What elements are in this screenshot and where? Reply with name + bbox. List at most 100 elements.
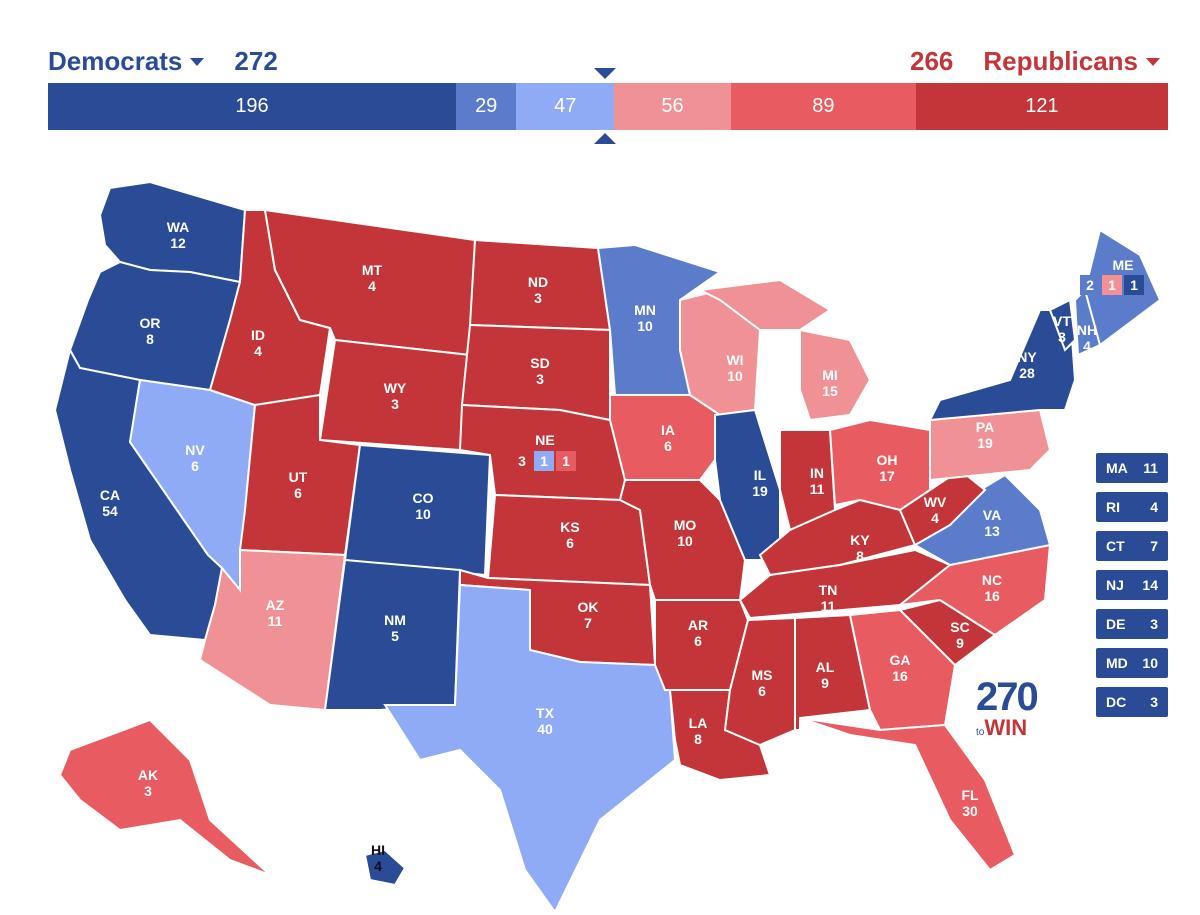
small-state-ev: 4: [1150, 499, 1158, 515]
small-state-ev: 3: [1150, 694, 1158, 710]
bar-segment-lean-dem[interactable]: 47: [516, 83, 615, 130]
state-label-ga: GA: [890, 652, 911, 668]
bar-segment-likely-dem[interactable]: 29: [456, 83, 517, 130]
bar-segment-lean-rep[interactable]: 56: [614, 83, 731, 130]
small-state-ev: 10: [1142, 655, 1158, 671]
state-ev-mn: 10: [637, 318, 653, 334]
state-label-mi: MI: [822, 367, 838, 383]
small-state-abbr: MD: [1106, 655, 1128, 671]
state-ev-mo: 10: [677, 533, 693, 549]
state-label-nh: NH: [1077, 322, 1097, 338]
democrats-label[interactable]: Democrats: [48, 46, 183, 76]
state-label-ky: KY: [850, 532, 870, 548]
state-mi[interactable]: [799, 328, 872, 422]
me-split-value[interactable]: 2: [1080, 275, 1100, 295]
state-label-ms: MS: [752, 667, 773, 683]
270-marker-bottom-icon: [594, 133, 616, 144]
state-fl[interactable]: [799, 717, 1017, 872]
state-label-nv: NV: [185, 442, 205, 458]
state-label-co: CO: [413, 490, 434, 506]
state-label-wy: WY: [384, 380, 407, 396]
bar-segment-safe-rep[interactable]: 121: [916, 83, 1168, 130]
state-label-ut: UT: [289, 469, 308, 485]
state-label-nd: ND: [528, 274, 548, 290]
me-split-value[interactable]: 1: [1102, 275, 1122, 295]
state-vt[interactable]: [1048, 298, 1077, 352]
state-label-tn: TN: [819, 582, 838, 598]
state-label-me: ME: [1113, 257, 1134, 273]
state-ak[interactable]: [58, 718, 271, 876]
small-state-dc[interactable]: DC 3: [1096, 687, 1168, 717]
state-ny[interactable]: [928, 309, 1077, 422]
state-label-ca: CA: [100, 487, 120, 503]
state-az[interactable]: [198, 548, 347, 712]
state-label-ar: AR: [688, 617, 708, 633]
ne-split-value[interactable]: 1: [556, 451, 576, 471]
state-ev-il: 19: [752, 483, 768, 499]
me-split-value[interactable]: 1: [1124, 275, 1144, 295]
state-label-la: LA: [689, 715, 708, 731]
small-state-abbr: CT: [1106, 538, 1125, 554]
republicans-label[interactable]: Republicans: [983, 46, 1138, 76]
me-split[interactable]: 2 1 1: [1080, 275, 1146, 295]
state-label-or: OR: [140, 315, 161, 331]
state-label-tx: TX: [536, 705, 555, 721]
small-state-md[interactable]: MD 10: [1096, 648, 1168, 678]
state-hi[interactable]: [363, 848, 407, 887]
270towin-logo: 270 toWIN: [976, 677, 1056, 740]
state-tx[interactable]: [383, 583, 677, 914]
republicans-total: 266: [910, 46, 954, 76]
state-label-fl: FL: [961, 787, 979, 803]
small-state-abbr: RI: [1106, 499, 1120, 515]
state-ev-mt: 4: [368, 278, 376, 294]
state-ev-nh: 4: [1083, 338, 1091, 354]
state-label-ak: AK: [138, 767, 158, 783]
state-ev-wy: 3: [391, 396, 399, 412]
state-ev-ks: 6: [566, 535, 574, 551]
small-state-nj[interactable]: NJ 14: [1096, 570, 1168, 600]
state-label-oh: OH: [877, 452, 898, 468]
ne-split-value: 3: [518, 453, 526, 469]
democrats-header[interactable]: Democrats 272: [48, 46, 278, 77]
small-state-abbr: MA: [1106, 460, 1128, 476]
state-ev-ia: 6: [664, 438, 672, 454]
state-ev-ms: 6: [758, 683, 766, 699]
small-state-ma[interactable]: MA 11: [1096, 453, 1168, 483]
state-wv[interactable]: [898, 468, 987, 547]
bar-segment-safe-dem[interactable]: 196: [48, 83, 457, 130]
state-tn[interactable]: [738, 548, 952, 620]
state-ev-wi: 10: [727, 368, 743, 384]
logo-win: WIN: [984, 715, 1028, 740]
state-label-va: VA: [983, 507, 1001, 523]
ne-split[interactable]: 3 1 1: [512, 451, 578, 471]
logo-number: 270: [976, 675, 1039, 719]
state-ev-ok: 7: [584, 615, 592, 631]
small-state-ev: 14: [1142, 577, 1158, 593]
state-co[interactable]: [343, 443, 492, 577]
state-label-ne: NE: [535, 432, 554, 448]
state-label-ok: OK: [578, 599, 599, 615]
electoral-vote-bar: 196 29 47 56 89 121: [48, 83, 1168, 130]
small-state-de[interactable]: DE 3: [1096, 609, 1168, 639]
republicans-dropdown-icon[interactable]: [1146, 57, 1160, 66]
state-label-wa: WA: [167, 219, 190, 235]
state-ev-sd: 3: [536, 371, 544, 387]
democrats-dropdown-icon[interactable]: [190, 57, 205, 66]
state-ev-sc: 9: [956, 635, 964, 651]
state-ev-hi: 4: [374, 858, 382, 874]
state-label-wv: WV: [924, 494, 947, 510]
state-ev-tx: 40: [537, 721, 553, 737]
state-me[interactable]: [1083, 228, 1162, 347]
small-state-abbr: DE: [1106, 616, 1126, 632]
state-label-sd: SD: [530, 355, 549, 371]
ne-split-value[interactable]: 1: [534, 451, 554, 471]
state-ev-nv: 6: [191, 458, 199, 474]
republicans-header[interactable]: 266 Republicans: [910, 46, 1168, 77]
state-label-id: ID: [251, 327, 265, 343]
small-state-ct[interactable]: CT 7: [1096, 531, 1168, 561]
bar-segment-likely-rep[interactable]: 89: [730, 83, 917, 130]
small-state-ri[interactable]: RI 4: [1096, 492, 1168, 522]
state-ev-ar: 6: [694, 633, 702, 649]
state-label-wi: WI: [726, 352, 743, 368]
state-ev-vt: 3: [1058, 329, 1066, 345]
